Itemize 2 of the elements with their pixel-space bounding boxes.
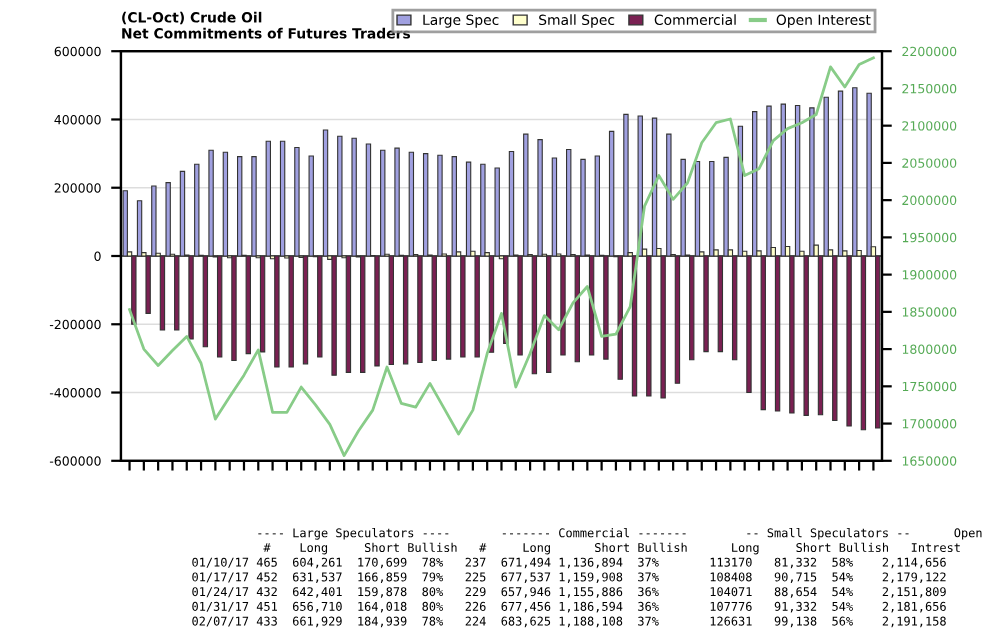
line-series — [128, 56, 875, 457]
bar — [122, 190, 128, 257]
